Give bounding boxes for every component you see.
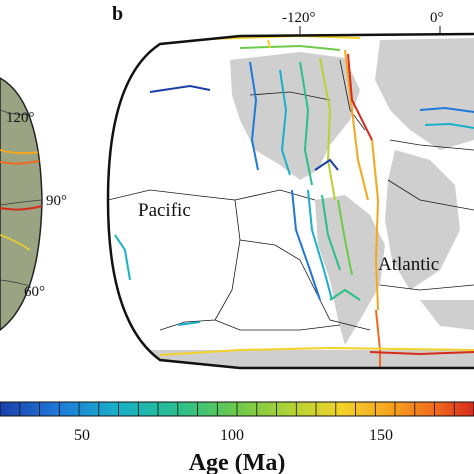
map-content	[108, 34, 474, 368]
panel-a-lat-label: 60°	[24, 284, 45, 300]
colorbar-tick-label: 150	[369, 427, 393, 444]
panel-b: b -120° 0°	[106, 3, 474, 370]
lon-label: -120°	[282, 10, 316, 26]
panel-a: 120° 90° 60°	[0, 77, 67, 331]
colorbar-tick-label: 100	[220, 427, 244, 444]
panel-a-lat-label: 120°	[6, 110, 35, 126]
colorbar-ticks	[19, 402, 455, 416]
map-background	[108, 34, 474, 368]
subduction-zones	[114, 34, 474, 368]
colorbar-tick-label: 50	[74, 427, 90, 444]
panel-letter: b	[112, 3, 123, 25]
ocean-label-atlantic: Atlantic	[378, 254, 439, 275]
colorbar: 50 100 150 Age (Ma)	[0, 401, 474, 474]
plate-boundaries	[108, 59, 474, 331]
panel-a-lat-label: 90°	[46, 193, 67, 209]
colorbar-title: Age (Ma)	[189, 450, 286, 474]
map-frame	[106, 32, 474, 370]
ocean-label-pacific: Pacific	[138, 200, 191, 221]
lon-label: 0°	[430, 10, 444, 26]
